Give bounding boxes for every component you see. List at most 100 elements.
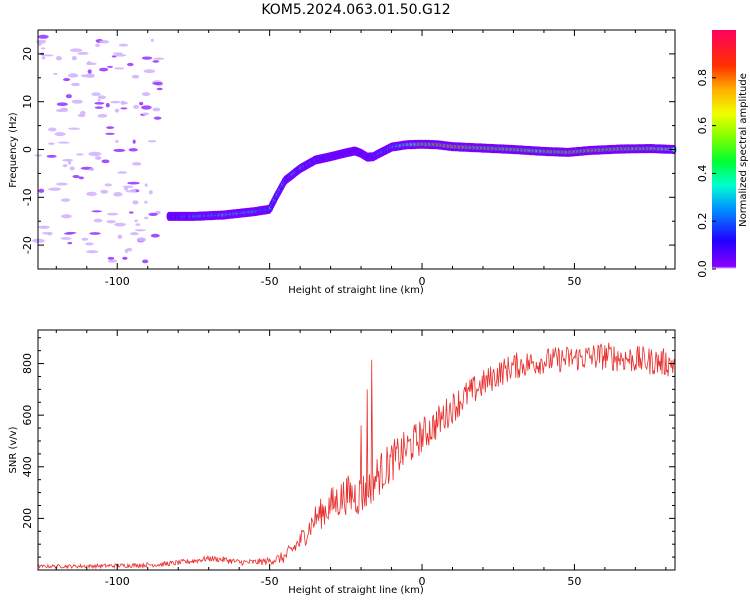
noise-blob <box>143 69 156 74</box>
noise-blob <box>78 176 85 180</box>
noise-blob <box>76 153 84 156</box>
noise-blob <box>94 106 104 109</box>
x-tick-label: 50 <box>567 275 581 288</box>
spectrogram-ylabel: Frequency (Hz) <box>8 112 19 188</box>
spectrogram-xlabel: Height of straight line (km) <box>288 285 424 296</box>
noise-blob <box>79 110 86 115</box>
noise-blob <box>38 225 50 229</box>
noise-blob <box>113 67 125 70</box>
snr-marks <box>37 342 676 570</box>
noise-blob <box>132 139 136 144</box>
noise-blob <box>65 94 72 99</box>
noise-blob <box>71 56 77 61</box>
y-tick-label: 20 <box>21 47 34 61</box>
noise-blob <box>42 231 53 235</box>
noise-blob <box>106 220 116 224</box>
noise-blob <box>104 183 112 187</box>
noise-blob <box>144 216 149 220</box>
noise-blob <box>67 73 79 78</box>
noise-blob <box>147 140 157 143</box>
noise-blob <box>105 132 115 135</box>
noise-blob <box>113 148 126 152</box>
noise-blob <box>132 200 139 205</box>
noise-blob <box>97 98 101 102</box>
noise-blob <box>117 171 128 174</box>
colorbar-gradient <box>712 30 736 269</box>
noise-blob <box>152 107 161 112</box>
noise-blob <box>69 166 75 171</box>
noise-blob <box>69 48 83 52</box>
noise-blob <box>134 229 146 232</box>
noise-blob <box>71 82 80 87</box>
noise-blob <box>62 164 68 168</box>
noise-blob <box>91 92 101 97</box>
noise-blob <box>40 47 46 50</box>
snr-ticks: -100 -50 0 50 200 400 600 800 <box>21 330 675 588</box>
y-tick-label: 200 <box>21 508 34 529</box>
noise-blob <box>135 223 141 226</box>
noise-blob <box>89 232 101 235</box>
noise-blob <box>87 69 92 74</box>
noise-blob <box>156 87 163 91</box>
noise-blob <box>97 95 107 100</box>
noise-blob <box>132 162 142 166</box>
noise-blob <box>136 237 147 242</box>
noise-blob <box>153 116 162 120</box>
noise-blob <box>55 182 68 186</box>
snr-line <box>37 342 676 570</box>
noise-blob <box>54 132 66 137</box>
noise-blob <box>100 189 109 194</box>
noise-blob <box>68 127 80 130</box>
noise-blob <box>122 256 128 260</box>
noise-blob <box>94 101 105 105</box>
noise-blob <box>129 189 137 193</box>
noise-blob <box>113 192 123 197</box>
noise-blob <box>47 142 55 145</box>
spectrogram-marks <box>32 34 677 264</box>
noise-blob <box>106 126 115 129</box>
snr-ylabel: SNR (v/v) <box>8 426 19 473</box>
noise-blob <box>141 92 151 97</box>
noise-blob <box>142 259 149 264</box>
x-tick-label: -50 <box>261 275 279 288</box>
y-tick-label: 400 <box>21 456 34 477</box>
colorbar-tick-label: 0.4 <box>696 165 709 183</box>
noise-blob <box>41 56 46 60</box>
noise-blob <box>148 190 153 195</box>
noise-blob <box>61 214 72 219</box>
noise-blob <box>38 188 45 193</box>
noise-blob <box>48 127 57 132</box>
noise-blob <box>56 102 68 107</box>
noise-blob <box>152 82 164 85</box>
snr-frame <box>37 329 676 571</box>
noise-blob <box>94 43 101 47</box>
noise-blob <box>88 151 102 157</box>
noise-blob <box>131 74 140 79</box>
y-tick-label: -20 <box>21 236 34 254</box>
y-tick-label: 0 <box>21 146 34 153</box>
snr-xlabel: Height of straight line (km) <box>288 585 424 596</box>
noise-blob <box>55 56 62 61</box>
noise-blob <box>94 156 102 160</box>
noise-blob <box>71 99 83 104</box>
colorbar: 0.0 0.2 0.4 0.6 0.8 Normalized spectral ampl… <box>696 30 749 278</box>
noise-blob <box>124 186 129 191</box>
snr-panel: -100 -50 0 50 200 400 600 800 Height of straigh… <box>8 329 676 596</box>
noise-blob <box>99 67 109 72</box>
x-tick-label: -50 <box>261 575 279 588</box>
colorbar-tick-label: 0.6 <box>696 117 709 135</box>
noise-blob <box>60 237 72 240</box>
noise-blob <box>148 212 158 217</box>
noise-blob <box>101 159 110 164</box>
colorbar-tick-label: 0.8 <box>696 69 709 87</box>
noise-blob <box>57 141 70 144</box>
noise-blob <box>126 247 133 252</box>
noise-blob <box>126 62 134 67</box>
noise-blob <box>141 105 152 110</box>
y-tick-label: 10 <box>21 95 34 109</box>
noise-blob <box>81 237 89 241</box>
y-tick-label: -10 <box>21 188 34 206</box>
figure-title: KOM5.2024.063.01.50.G12 <box>261 2 450 18</box>
